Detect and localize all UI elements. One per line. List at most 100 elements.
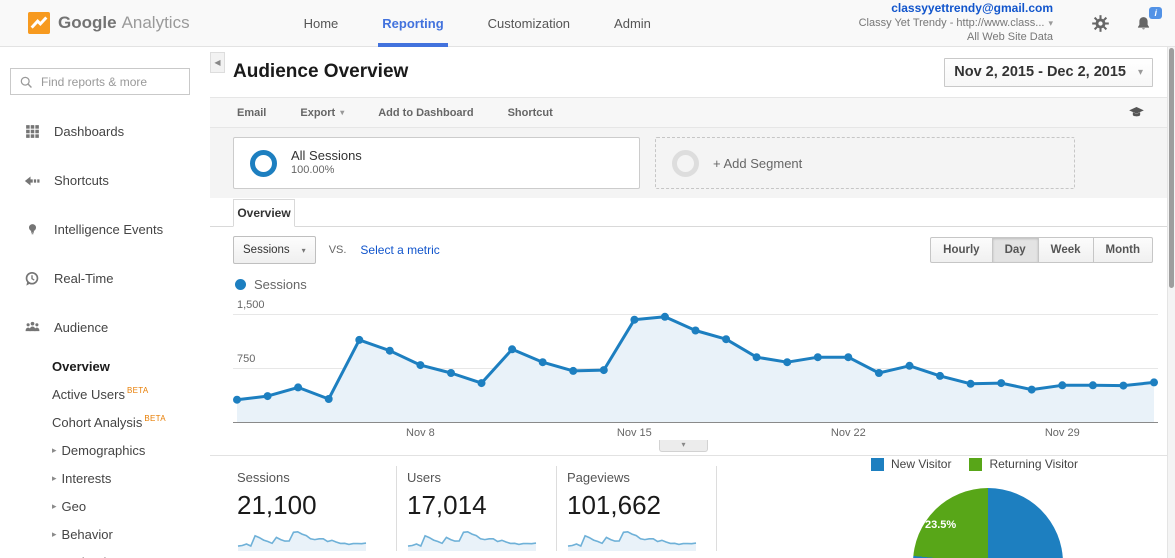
sidebar-subitem-cohort-analysis[interactable]: Cohort Analysis BETA <box>0 408 210 436</box>
add-segment-button[interactable]: + Add Segment <box>655 137 1075 189</box>
metric-dropdown[interactable]: Sessions ▾ <box>233 236 316 264</box>
sidebar-subitem-label: Geo <box>61 498 87 514</box>
sidebar-subitem-active-users[interactable]: Active Users BETA <box>0 380 210 408</box>
account-view: All Web Site Data <box>966 31 1053 43</box>
vs-label: VS. <box>328 244 347 256</box>
topnav-reporting[interactable]: Reporting <box>360 0 465 47</box>
sidebar-subitem-label: Behavior <box>61 526 113 542</box>
sidebar-collapse-icon[interactable]: ◀ <box>210 52 225 73</box>
sidebar-item-shortcuts[interactable]: Shortcuts <box>0 156 210 205</box>
granularity-month[interactable]: Month <box>1093 237 1153 263</box>
expand-arrow-icon: ▸ <box>52 528 57 539</box>
report-header: Audience Overview Nov 2, 2015 - Dec 2, 2… <box>210 47 1167 97</box>
sidebar-subitem-label: Overview <box>52 358 110 374</box>
google-analytics-logo[interactable]: Google Analytics <box>28 12 190 34</box>
logo-icon <box>28 12 50 34</box>
search-input[interactable] <box>39 73 183 90</box>
date-range-value: Nov 2, 2015 - Dec 2, 2015 <box>954 64 1126 80</box>
expand-arrow-icon: ▸ <box>52 557 57 558</box>
report-toolbar: Email Export ▾ Add to Dashboard Shortcut <box>210 97 1167 128</box>
sidebar-subitem-overview[interactable]: Overview <box>0 352 210 380</box>
dashboards-icon <box>19 123 45 140</box>
legend-swatch-new-visitor <box>871 457 884 471</box>
stat-sparkline <box>407 530 537 551</box>
pie-slice-label: 23.5% <box>925 519 957 531</box>
chart-x-axis-labels: Nov 8 Nov 15 Nov 22 Nov 29 <box>233 423 1158 440</box>
sidebar-item-audience[interactable]: Audience <box>0 303 210 352</box>
sidebar-item-dashboards[interactable]: Dashboards <box>0 107 210 156</box>
legend-swatch-returning-visitor <box>969 457 983 471</box>
export-button[interactable]: Export ▾ <box>300 106 345 119</box>
top-bar: Google Analytics Home Reporting Customizat… <box>0 0 1175 47</box>
sidebar-item-real-time[interactable]: Real-Time <box>0 254 210 303</box>
stat-value: 101,662 <box>567 490 661 520</box>
settings-gear-icon[interactable] <box>1091 14 1110 33</box>
top-nav: Home Reporting Customization Admin <box>282 0 673 47</box>
vertical-scrollbar[interactable] <box>1167 47 1175 558</box>
account-caret-icon[interactable]: ▾ <box>1048 18 1053 28</box>
shortcuts-icon <box>19 172 45 190</box>
date-caret-icon: ▾ <box>1137 66 1143 78</box>
account-email[interactable]: classyyettrendy@gmail.com <box>891 1 1053 15</box>
sidebar-item-label: Real-Time <box>54 271 114 286</box>
topnav-home[interactable]: Home <box>303 15 339 31</box>
stat-label: Pageviews <box>567 470 630 485</box>
gridline-1500 <box>233 314 1158 315</box>
logo-text-google: Google <box>58 13 117 32</box>
sidebar-subitem-behavior[interactable]: ▸ Behavior <box>0 520 210 548</box>
sidebar-item-label: Intelligence Events <box>54 222 164 237</box>
add-segment-label: + Add Segment <box>713 155 803 171</box>
email-button[interactable]: Email <box>237 106 267 119</box>
legend-label-new-visitor: New Visitor <box>891 457 952 471</box>
add-to-dashboard-button[interactable]: Add to Dashboard <box>378 106 474 119</box>
x-axis-tick-label: Nov 29 <box>1044 427 1080 439</box>
account-info[interactable]: classyyettrendy@gmail.com Classy Yet Tre… <box>859 2 1053 44</box>
sessions-line-chart[interactable]: 750 1,500 <box>233 299 1158 423</box>
segment-band: All Sessions 100.00% + Add Segment <box>210 128 1167 198</box>
sessions-legend-dot-icon <box>235 279 246 290</box>
x-axis-tick-label: Nov 8 <box>406 427 435 439</box>
section-divider <box>210 455 1167 456</box>
intelligence-icon <box>19 221 45 238</box>
search-icon <box>19 75 33 89</box>
stat-sessions[interactable]: Sessions 21,100 <box>237 466 397 551</box>
stat-value: 17,014 <box>407 490 487 520</box>
expand-arrow-icon: ▸ <box>52 444 57 455</box>
sidebar-search[interactable] <box>10 68 190 95</box>
segment-all-sessions[interactable]: All Sessions 100.00% <box>233 137 640 189</box>
chart-controls: Sessions ▾ VS. Select a metric Hourly Day… <box>210 236 1167 264</box>
scrollbar-thumb[interactable] <box>1169 48 1174 288</box>
notifications-bell-icon[interactable]: i <box>1134 6 1162 33</box>
topnav-customization[interactable]: Customization <box>487 15 571 31</box>
sidebar-subitem-technology[interactable]: ▸ Technology <box>0 548 210 558</box>
granularity-day[interactable]: Day <box>992 237 1039 263</box>
y-axis-tick-label: 750 <box>237 353 256 365</box>
stat-pageviews[interactable]: Pageviews 101,662 <box>557 466 717 551</box>
sessions-line-svg <box>233 312 1158 422</box>
sidebar-item-intelligence-events[interactable]: Intelligence Events <box>0 205 210 254</box>
topnav-admin[interactable]: Admin <box>614 15 651 31</box>
audience-icon <box>19 319 45 336</box>
granularity-week[interactable]: Week <box>1038 237 1094 263</box>
sidebar-subitem-interests[interactable]: ▸ Interests <box>0 464 210 492</box>
sidebar-subitem-geo[interactable]: ▸ Geo <box>0 492 210 520</box>
chart-legend: Sessions <box>210 277 1167 292</box>
main-content: Audience Overview Nov 2, 2015 - Dec 2, 2… <box>210 47 1167 558</box>
stat-label: Sessions <box>237 470 290 485</box>
sidebar: Dashboards Shortcuts Intelligence Events Re… <box>0 47 210 558</box>
shortcut-button[interactable]: Shortcut <box>507 106 553 119</box>
granularity-hourly[interactable]: Hourly <box>930 237 993 263</box>
chart-collapse-toggle[interactable]: ▾ <box>659 440 708 452</box>
summary-stats-row: Sessions 21,100 Users 17,014 Pageviews 101,66… <box>210 466 1167 551</box>
notification-badge: i <box>1149 6 1162 19</box>
stat-users[interactable]: Users 17,014 <box>397 466 557 551</box>
expand-arrow-icon: ▸ <box>52 472 57 483</box>
pie-legend: New Visitor Returning Visitor <box>871 457 1096 471</box>
logo-text-analytics: Analytics <box>121 13 190 32</box>
sidebar-subitem-demographics[interactable]: ▸ Demographics <box>0 436 210 464</box>
select-metric-link[interactable]: Select a metric <box>360 243 440 257</box>
intelligence-cap-icon[interactable] <box>1126 105 1147 121</box>
date-range-selector[interactable]: Nov 2, 2015 - Dec 2, 2015 ▾ <box>944 57 1153 87</box>
tab-overview[interactable]: Overview <box>233 199 295 227</box>
